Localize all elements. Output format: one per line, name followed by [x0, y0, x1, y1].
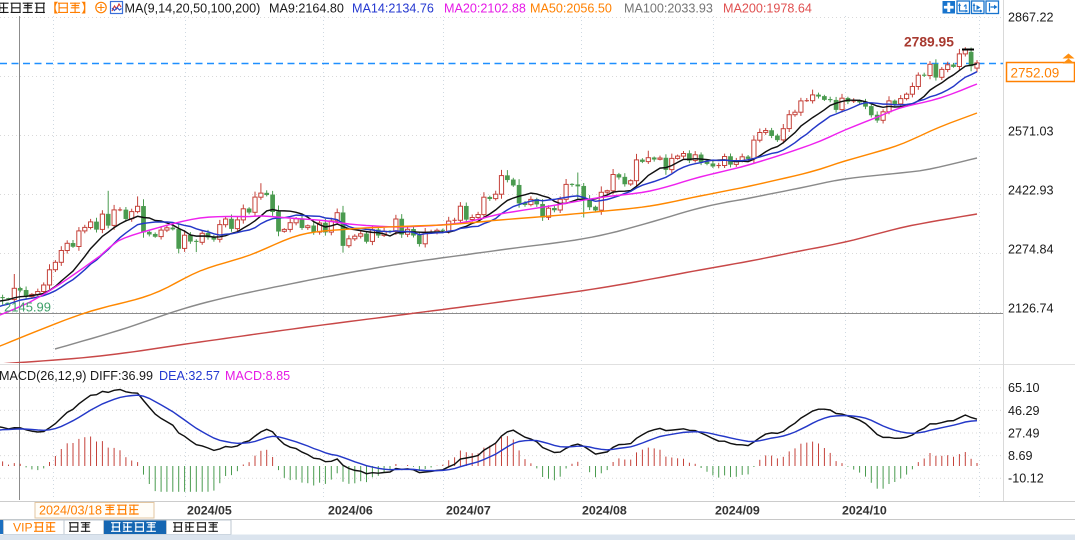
svg-text:MA200:1978.64: MA200:1978.64	[723, 1, 812, 15]
svg-text:2024/03/18: 2024/03/18	[39, 504, 102, 518]
svg-text:2422.93: 2422.93	[1008, 183, 1054, 197]
svg-text:MA100:2033.93: MA100:2033.93	[624, 1, 713, 15]
svg-text:2126.74: 2126.74	[1008, 301, 1054, 315]
svg-text:MACD:8.85: MACD:8.85	[225, 369, 290, 383]
svg-text:-10.12: -10.12	[1008, 472, 1044, 486]
svg-text:DEA:32.57: DEA:32.57	[159, 369, 220, 383]
svg-text:2145.99: 2145.99	[4, 300, 51, 315]
svg-text:【: 【	[46, 1, 59, 15]
svg-text:VIP: VIP	[13, 521, 33, 535]
svg-text:27.49: 27.49	[1008, 426, 1040, 440]
svg-text:2752.09: 2752.09	[1011, 66, 1060, 81]
svg-text:2571.03: 2571.03	[1008, 124, 1054, 138]
svg-text:MA14:2134.76: MA14:2134.76	[352, 1, 434, 15]
svg-text:65.10: 65.10	[1008, 381, 1040, 395]
svg-text:2867.22: 2867.22	[1008, 10, 1054, 24]
svg-text:46.29: 46.29	[1008, 404, 1040, 418]
svg-text:2024/06: 2024/06	[328, 504, 373, 518]
svg-text:MA9:2164.80: MA9:2164.80	[269, 1, 344, 15]
svg-text:2789.95: 2789.95	[904, 35, 954, 50]
svg-text:MA50:2056.50: MA50:2056.50	[530, 1, 612, 15]
svg-text:2024/08: 2024/08	[582, 504, 627, 518]
svg-text:MA20:2102.88: MA20:2102.88	[444, 1, 526, 15]
svg-text:2024/05: 2024/05	[187, 504, 232, 518]
svg-text:2024/09: 2024/09	[715, 504, 760, 518]
svg-text:MA(9,14,20,50,100,200): MA(9,14,20,50,100,200)	[125, 1, 261, 15]
svg-text:8.69: 8.69	[1008, 449, 1033, 463]
svg-text:2274.84: 2274.84	[1008, 242, 1054, 256]
svg-text:2024/07: 2024/07	[446, 504, 491, 518]
svg-text:2024/10: 2024/10	[842, 504, 887, 518]
svg-text:】: 】	[81, 1, 94, 15]
svg-text:MACD(26,12,9) DIFF:36.99: MACD(26,12,9) DIFF:36.99	[0, 369, 153, 383]
